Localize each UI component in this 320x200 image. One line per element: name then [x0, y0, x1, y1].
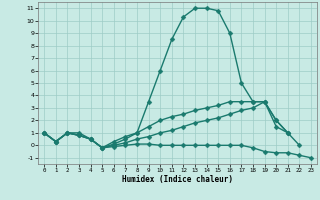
X-axis label: Humidex (Indice chaleur): Humidex (Indice chaleur): [122, 175, 233, 184]
